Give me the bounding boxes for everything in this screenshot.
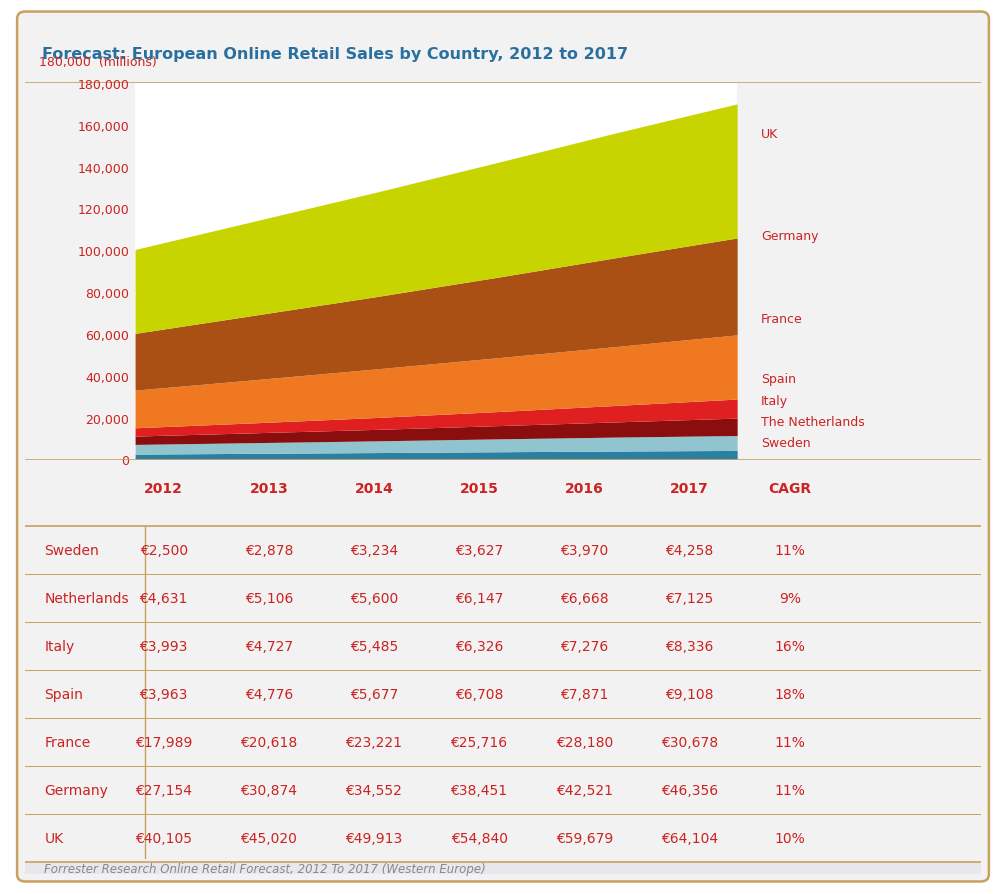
Text: €8,336: €8,336	[665, 639, 713, 653]
Text: Sweden: Sweden	[44, 544, 99, 557]
Text: Spain: Spain	[762, 373, 796, 385]
Bar	[25, 862, 981, 874]
Text: 2014: 2014	[354, 482, 393, 496]
Text: €3,993: €3,993	[140, 639, 188, 653]
Text: €59,679: €59,679	[555, 831, 613, 845]
Text: 18%: 18%	[775, 687, 805, 701]
Text: 180,000  (millions): 180,000 (millions)	[38, 55, 157, 69]
Text: €45,020: €45,020	[240, 831, 298, 845]
Text: €38,451: €38,451	[451, 783, 508, 797]
Text: 2015: 2015	[460, 482, 499, 496]
Text: Germany: Germany	[44, 783, 108, 797]
Text: €6,147: €6,147	[455, 591, 503, 605]
Text: €3,963: €3,963	[140, 687, 188, 701]
Text: €3,234: €3,234	[350, 544, 398, 557]
Text: €34,552: €34,552	[345, 783, 402, 797]
Text: €30,874: €30,874	[240, 783, 298, 797]
Text: Italy: Italy	[44, 639, 74, 653]
Text: €20,618: €20,618	[240, 735, 298, 749]
Text: Italy: Italy	[762, 395, 789, 408]
Text: UK: UK	[44, 831, 63, 845]
Text: €6,326: €6,326	[455, 639, 503, 653]
Text: €4,727: €4,727	[244, 639, 293, 653]
Text: UK: UK	[762, 128, 779, 141]
Text: €64,104: €64,104	[661, 831, 718, 845]
Text: Forecast: European Online Retail Sales by Country, 2012 to 2017: Forecast: European Online Retail Sales b…	[42, 47, 629, 63]
Text: €54,840: €54,840	[451, 831, 508, 845]
Text: 10%: 10%	[775, 831, 805, 845]
Text: €4,258: €4,258	[665, 544, 713, 557]
Text: €49,913: €49,913	[345, 831, 402, 845]
Text: €7,276: €7,276	[560, 639, 609, 653]
Text: €42,521: €42,521	[555, 783, 613, 797]
Text: CAGR: CAGR	[769, 482, 811, 496]
Text: €5,600: €5,600	[350, 591, 398, 605]
FancyBboxPatch shape	[17, 13, 989, 881]
Text: 2017: 2017	[670, 482, 709, 496]
Text: Sweden: Sweden	[762, 436, 811, 450]
Text: €7,871: €7,871	[560, 687, 609, 701]
Text: €46,356: €46,356	[661, 783, 718, 797]
Text: 16%: 16%	[775, 639, 805, 653]
Text: Forrester Research Online Retail Forecast, 2012 To 2017 (Western Europe): Forrester Research Online Retail Forecas…	[44, 862, 486, 874]
Text: The Netherlands: The Netherlands	[762, 416, 865, 429]
Text: France: France	[762, 312, 803, 325]
Text: €30,678: €30,678	[661, 735, 718, 749]
Text: €27,154: €27,154	[135, 783, 192, 797]
Text: Netherlands: Netherlands	[44, 591, 129, 605]
Text: Germany: Germany	[762, 230, 819, 242]
Text: €6,668: €6,668	[560, 591, 609, 605]
Text: 11%: 11%	[775, 783, 805, 797]
Text: 9%: 9%	[779, 591, 801, 605]
Text: €25,716: €25,716	[451, 735, 508, 749]
Text: Spain: Spain	[44, 687, 83, 701]
Text: €40,105: €40,105	[135, 831, 192, 845]
Text: 11%: 11%	[775, 544, 805, 557]
Text: €4,631: €4,631	[140, 591, 188, 605]
Text: €3,627: €3,627	[455, 544, 503, 557]
Text: €5,106: €5,106	[244, 591, 293, 605]
Text: €23,221: €23,221	[345, 735, 402, 749]
Text: 2013: 2013	[249, 482, 289, 496]
Text: 2016: 2016	[564, 482, 604, 496]
Text: €2,500: €2,500	[140, 544, 188, 557]
Text: €28,180: €28,180	[555, 735, 613, 749]
Text: 2012: 2012	[144, 482, 183, 496]
Text: €17,989: €17,989	[135, 735, 192, 749]
Text: France: France	[44, 735, 91, 749]
Text: €5,677: €5,677	[350, 687, 398, 701]
Text: €5,485: €5,485	[350, 639, 398, 653]
Text: €6,708: €6,708	[455, 687, 503, 701]
Text: €4,776: €4,776	[244, 687, 293, 701]
Text: €2,878: €2,878	[244, 544, 293, 557]
Text: €3,970: €3,970	[560, 544, 609, 557]
Text: €9,108: €9,108	[665, 687, 713, 701]
Text: 11%: 11%	[775, 735, 805, 749]
Text: €7,125: €7,125	[665, 591, 713, 605]
